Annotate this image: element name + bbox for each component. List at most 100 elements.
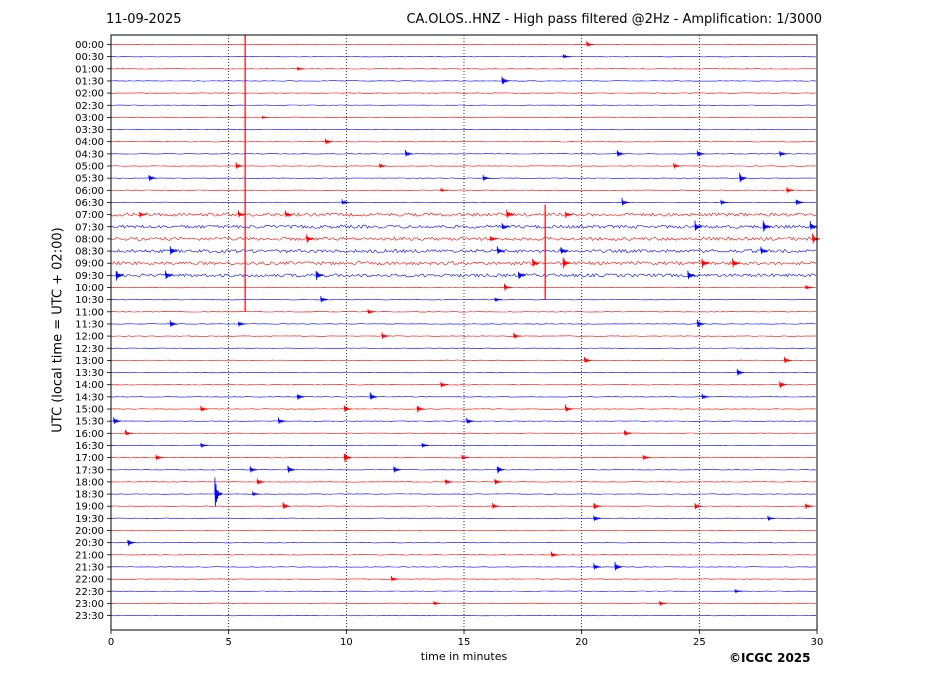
trace-0600 [110,189,817,191]
trace-2300 [110,602,817,605]
trace-0100 [110,68,817,70]
trace-1530 [110,420,817,422]
event-burst [235,162,244,169]
trace-1400 [110,384,817,386]
event-burst [440,381,449,388]
event-burst [492,502,500,509]
y-tick-label: 19:00 [75,502,104,513]
event-burst [421,443,430,448]
event-burst [767,515,776,521]
event-burst [287,465,296,473]
event-burst [720,199,729,205]
event-burst [127,539,136,546]
event-burst [391,576,399,582]
event-burst [261,115,270,120]
event-burst [809,220,818,230]
event-burst [461,454,470,460]
event-burst [504,283,512,291]
x-tick-label: 0 [108,637,114,648]
event-burst [341,199,350,205]
event-burst [701,393,710,399]
y-tick-label: 00:00 [75,40,104,51]
trace-0430 [110,153,817,155]
event-burst [296,66,305,71]
y-tick-label: 07:30 [75,222,104,233]
event-burst [489,236,498,242]
event-burst [369,392,378,400]
event-burst [565,211,573,218]
event-burst [560,247,569,254]
trace-2130 [110,566,816,568]
event-burst [282,502,291,509]
event-burst [532,258,540,267]
event-burst [393,466,402,473]
y-tick-label: 16:30 [75,441,104,452]
y-tick-label: 18:00 [75,477,104,488]
y-tick-label: 18:30 [75,490,104,501]
trace-0630 [110,201,817,204]
x-tick-label: 25 [693,637,706,648]
y-tick-label: 05:30 [75,174,104,185]
y-tick-label: 03:30 [75,125,104,136]
event-burst [779,151,788,157]
event-burst [593,515,602,521]
event-burst [433,601,442,606]
x-tick-label: 15 [458,637,471,648]
event-burst [113,417,122,424]
event-burst [115,270,124,281]
event-burst [416,405,425,413]
y-tick-label: 00:30 [75,52,104,63]
y-tick-label: 03:00 [75,113,104,124]
trace-2330 [110,614,817,617]
event-burst [565,404,573,412]
trace-1000 [110,286,817,289]
y-tick-label: 15:30 [75,417,104,428]
event-burst [812,233,821,244]
event-burst [673,162,682,169]
event-burst [586,41,595,47]
trace-0030 [110,56,817,58]
trace-2230 [110,590,816,592]
event-burst [381,332,390,339]
trace-0230 [110,104,817,106]
event-burst [445,479,453,485]
trace-2200 [110,578,817,580]
trace-0130 [110,80,817,82]
event-burst [696,150,705,157]
y-tick-label: 08:00 [75,234,104,245]
y-axis-label: UTC (local time = UTC + 02:00) [50,227,66,433]
event-burst [252,491,260,497]
event-burst [551,551,559,558]
event-burst [624,430,632,436]
y-tick-label: 09:30 [75,271,104,282]
event-burst [238,210,246,218]
y-tick-label: 12:00 [75,332,104,343]
event-burst [169,246,178,255]
event-burst [296,394,305,400]
y-tick-label: 11:00 [75,307,104,318]
event-burst [306,234,315,243]
event-burst [593,563,602,570]
y-tick-label: 01:30 [75,76,104,87]
event-burst [687,270,696,280]
y-tick-label: 05:00 [75,162,104,173]
y-tick-label: 19:30 [75,514,104,525]
trace-0800 [110,236,817,242]
event-burst [593,503,602,510]
event-burst [405,149,413,157]
trace-1300 [110,359,817,362]
trace-2100 [110,554,817,556]
y-tick-label: 10:00 [75,283,104,294]
event-burst [155,454,164,460]
event-burst [584,356,592,364]
y-tick-label: 01:00 [75,64,104,75]
chart-date: 11-09-2025 [106,12,182,27]
trace-0300 [110,116,817,119]
trace-0930 [110,273,817,278]
event-burst [496,246,505,254]
y-tick-label: 21:30 [75,562,104,573]
event-burst [256,478,265,485]
y-tick-label: 13:00 [75,356,104,367]
y-tick-label: 23:30 [75,611,104,622]
y-tick-label: 02:00 [75,89,104,100]
